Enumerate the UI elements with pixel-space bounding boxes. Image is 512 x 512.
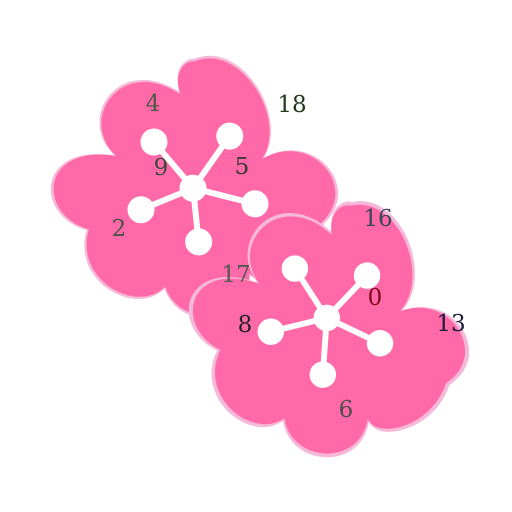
number-label: 5	[235, 154, 250, 180]
number-labels: 4 18 9 5 2 17 16 0 8 13 6	[112, 91, 466, 423]
petal-hole	[140, 128, 168, 156]
number-label: 17	[221, 262, 250, 288]
petal-hole	[127, 196, 155, 224]
upper-left-flower	[38, 43, 350, 334]
number-label: 9	[154, 155, 169, 181]
number-label: 0	[368, 285, 383, 311]
number-label: 16	[363, 206, 392, 232]
flower-center-pattern	[257, 255, 394, 388]
number-label: 4	[146, 91, 161, 117]
petal-hole	[216, 122, 244, 150]
petal-hole	[353, 262, 381, 289]
petal-hole	[185, 228, 213, 256]
petal-hole	[309, 361, 337, 388]
number-label: 13	[436, 311, 465, 337]
flower-center-pattern	[127, 122, 269, 256]
petal-hole	[257, 318, 285, 345]
lower-right-flower	[179, 189, 480, 467]
petal-hole	[281, 255, 309, 282]
petal-hole	[241, 190, 269, 218]
number-label: 6	[339, 397, 354, 423]
number-label: 18	[277, 92, 306, 118]
number-label: 2	[112, 216, 127, 242]
number-label: 8	[238, 312, 253, 338]
petal-hole	[366, 330, 394, 357]
